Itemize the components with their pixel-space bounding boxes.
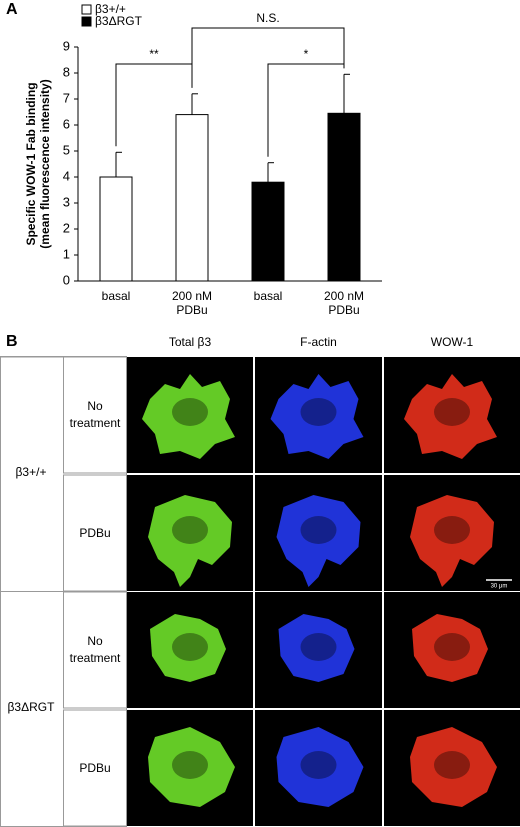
cell-nucleus	[434, 751, 470, 779]
cell-image	[410, 495, 494, 587]
x-tick-label: 200 nM PDBu	[171, 289, 213, 317]
legend-swatch	[81, 16, 92, 27]
panel-label: B	[6, 333, 18, 350]
row-label-cell	[63, 591, 127, 709]
legend-label: β3+/+	[95, 2, 126, 16]
y-tick-label: 3	[63, 194, 70, 209]
cell-image	[410, 727, 497, 807]
y-tick-label: 8	[63, 64, 70, 79]
column-header: F-actin	[300, 335, 337, 349]
significance-label: N.S.	[256, 11, 279, 25]
y-tick-label: 0	[63, 272, 70, 287]
row-label-box: PDBu	[79, 760, 111, 775]
row-label-cell	[63, 709, 127, 827]
x-tick-label-box: 200 nM PDBu	[171, 289, 213, 317]
cell-image	[276, 727, 364, 807]
row-label: PDBu	[79, 760, 111, 775]
cell-image	[150, 614, 226, 682]
y-tick-label: 9	[63, 38, 70, 53]
legend-swatch	[81, 4, 92, 15]
row-label-cell	[63, 474, 127, 592]
cell-image	[142, 374, 235, 459]
significance-label: **	[149, 47, 159, 61]
legend-label: β3ΔRGT	[95, 14, 143, 28]
x-tick-label-box: basal	[253, 289, 283, 303]
bar	[251, 181, 285, 282]
cell-image	[412, 614, 488, 682]
x-tick-label: basal	[101, 289, 131, 303]
row-label-box: No treatment	[69, 634, 121, 665]
x-tick-label: basal	[253, 289, 283, 303]
cell-nucleus	[300, 398, 337, 426]
y-tick-label: 7	[63, 90, 70, 105]
row-label-box: No treatment	[69, 399, 121, 430]
row-label: No treatment	[69, 634, 121, 665]
row-label: No treatment	[69, 399, 121, 430]
y-tick-label: 2	[63, 220, 70, 235]
cell-image	[148, 495, 232, 587]
column-header: Total β3	[169, 335, 212, 349]
y-tick-label: 5	[63, 142, 70, 157]
y-tick-label: 1	[63, 246, 70, 261]
cell-image	[278, 614, 355, 682]
cell-image	[270, 374, 364, 459]
cell-nucleus	[172, 516, 208, 544]
column-header: WOW-1	[431, 335, 474, 349]
y-axis-label: (mean fluorescence intensity)	[38, 79, 52, 248]
bar	[175, 114, 209, 282]
cell-nucleus	[172, 751, 208, 779]
x-tick-label-box: basal	[101, 289, 131, 303]
significance-bracket	[267, 63, 345, 157]
y-axis-label: Specific WOW-1 Fab binding	[24, 82, 38, 245]
cell-image	[276, 495, 361, 587]
cell-nucleus	[434, 398, 470, 426]
cell-nucleus	[300, 751, 337, 779]
cell-image	[404, 374, 497, 459]
cell-nucleus	[172, 633, 208, 661]
row-label-box: PDBu	[79, 525, 111, 540]
cell-nucleus	[300, 633, 337, 661]
bar	[327, 112, 361, 282]
panel-label: A	[6, 1, 18, 18]
y-tick-label: 6	[63, 116, 70, 131]
cell-nucleus	[172, 398, 208, 426]
y-tick-label: 4	[63, 168, 70, 183]
group-label: β3ΔRGT	[8, 700, 56, 714]
bar	[99, 176, 133, 282]
x-tick-label-box: 200 nM PDBu	[323, 289, 365, 317]
row-label: PDBu	[79, 525, 111, 540]
cell-nucleus	[434, 633, 470, 661]
cell-nucleus	[434, 516, 470, 544]
group-label: β3+/+	[16, 465, 47, 479]
scale-bar-label: 30 μm	[491, 584, 508, 590]
significance-bracket	[191, 27, 345, 88]
cell-image	[148, 727, 235, 807]
significance-label: *	[304, 47, 309, 61]
x-tick-label: 200 nM PDBu	[323, 289, 365, 317]
row-label-cell	[63, 356, 127, 474]
cell-nucleus	[300, 516, 337, 544]
